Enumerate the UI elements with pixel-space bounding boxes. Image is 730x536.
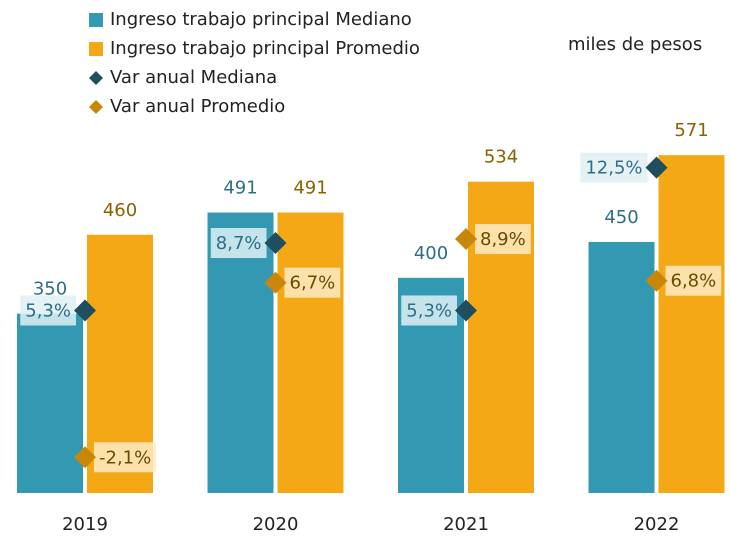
bar-value-label: 450 [604,207,638,228]
subtitle: miles de pesos [568,34,702,55]
value-label-box [94,442,157,473]
value-label-box [580,152,648,183]
value-label-box [475,224,531,255]
value-label-box [401,295,457,326]
point-value-label: 8,7% [216,233,262,254]
value-label-box [20,295,76,326]
legend-label: Ingreso trabajo principal Promedio [110,38,420,59]
bar-value-label: 491 [223,178,257,199]
legend-swatch [89,42,103,56]
point-value-label: 5,3% [25,300,71,321]
point [264,271,287,294]
bar [658,155,725,493]
x-tick-label: 2019 [62,514,108,535]
value-label-box [284,267,341,298]
legend-swatch [89,71,103,85]
point-value-label: -2,1% [99,447,151,468]
legend-label: Ingreso trabajo principal Mediano [110,9,412,30]
point [645,156,668,179]
bar-value-label: 400 [414,243,448,264]
x-tick-label: 2021 [443,514,489,535]
point-value-label: 6,8% [671,271,717,292]
bar [588,241,655,493]
value-label-box [210,228,267,259]
bar [17,313,83,493]
point-value-label: 5,3% [406,300,452,321]
bar [277,212,344,493]
bar-value-label: 491 [293,178,327,199]
bar-value-label: 534 [484,147,518,168]
bar-value-label: 571 [674,120,708,141]
bar-value-label: 460 [103,200,137,221]
bar-value-label: 350 [33,279,67,300]
legend-label: Var anual Mediana [110,67,277,88]
point [455,299,477,322]
x-tick-label: 2022 [634,514,680,535]
legend-swatch [89,13,103,27]
point [74,446,96,469]
x-tick-label: 2020 [253,514,299,535]
value-label-box [665,265,722,296]
point [645,269,668,292]
bar [207,212,274,493]
point [74,299,96,322]
point [264,232,287,255]
point-value-label: 6,7% [290,273,336,294]
point [455,228,477,251]
legend-label: Var anual Promedio [110,96,285,117]
legend-swatch [89,100,103,114]
point-value-label: 8,9% [480,229,526,250]
point-value-label: 12,5% [585,158,642,179]
